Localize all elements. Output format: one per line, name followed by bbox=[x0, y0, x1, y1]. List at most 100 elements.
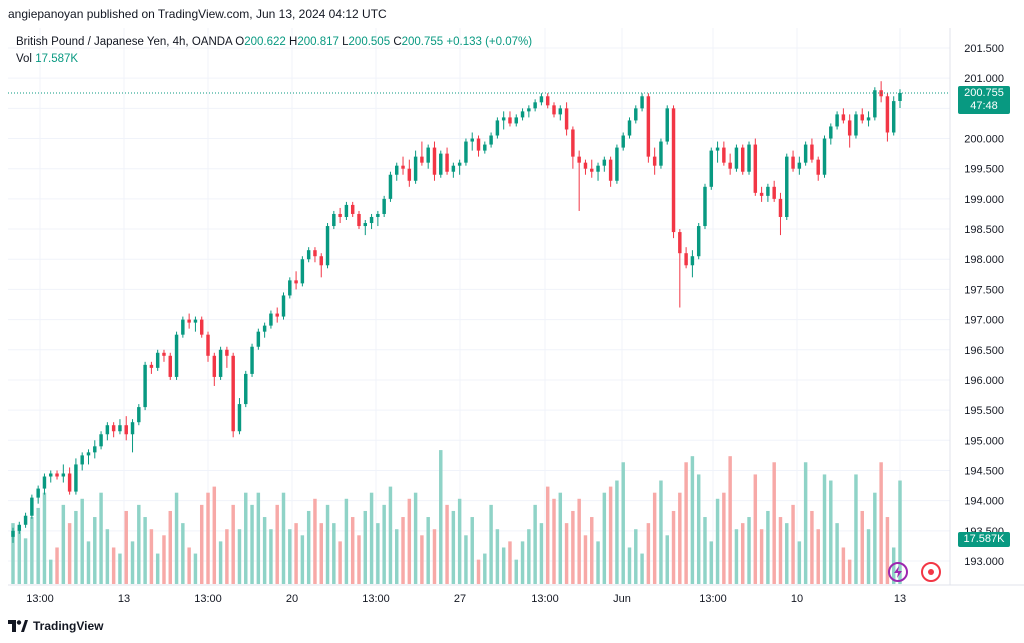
candle-body bbox=[187, 319, 191, 323]
volume-bar bbox=[61, 504, 66, 584]
price-axis[interactable]: 201.500201.000200.500200.000199.500199.0… bbox=[964, 43, 1004, 568]
close-label: C bbox=[393, 36, 402, 48]
volume-bar bbox=[715, 498, 720, 584]
volume-bar bbox=[218, 541, 223, 584]
volume-bar bbox=[539, 523, 544, 584]
volume-bar bbox=[212, 486, 217, 584]
candle-body bbox=[822, 138, 827, 175]
volume-bar bbox=[306, 510, 311, 584]
candle-body bbox=[237, 404, 242, 432]
volume-bar bbox=[250, 504, 254, 584]
candle-body bbox=[640, 96, 644, 109]
price-tick-label: 197.500 bbox=[964, 284, 1004, 296]
symbol-name[interactable]: British Pound / Japanese Yen, 4h, OANDA bbox=[16, 36, 233, 48]
volume-bar bbox=[640, 553, 644, 584]
candle-body bbox=[772, 186, 776, 199]
candle-body bbox=[350, 204, 355, 214]
candle-body bbox=[703, 186, 707, 227]
volume-bar bbox=[659, 480, 663, 584]
candle-body bbox=[426, 147, 430, 163]
volume-bar bbox=[363, 510, 368, 584]
volume-bar bbox=[137, 504, 141, 584]
candle-body bbox=[281, 295, 286, 317]
volume-bar bbox=[527, 529, 531, 584]
volume-bar bbox=[300, 535, 305, 584]
candle-body bbox=[80, 455, 84, 465]
time-axis[interactable]: 13:00 13 13:00 20 13:00 27 13:00 Jun 13:00 10 13 bbox=[26, 593, 906, 605]
volume-bar bbox=[439, 450, 443, 584]
time-tick-label: 13:00 bbox=[194, 593, 222, 605]
volume-bar bbox=[678, 492, 682, 584]
volume-bar bbox=[23, 538, 28, 584]
time-tick-label: 20 bbox=[286, 593, 298, 605]
volume-bar bbox=[445, 504, 449, 584]
publisher-line: angiepanoyan published on TradingView.co… bbox=[8, 7, 387, 21]
candle-body bbox=[885, 96, 890, 133]
lightning-icon[interactable] bbox=[888, 562, 908, 582]
candle-body bbox=[728, 162, 732, 169]
volume-bar bbox=[332, 523, 336, 584]
candle-body bbox=[615, 147, 619, 181]
candle-body bbox=[816, 159, 820, 175]
volume-bar bbox=[866, 529, 871, 584]
price-candles bbox=[11, 81, 902, 543]
volume-bars bbox=[11, 450, 902, 584]
candle-body bbox=[294, 280, 298, 284]
candle-body bbox=[105, 425, 110, 435]
volume-bar bbox=[709, 541, 714, 584]
candle-body bbox=[143, 364, 147, 408]
volume-bar bbox=[42, 492, 47, 584]
volume-bar bbox=[206, 492, 210, 584]
volume-bar bbox=[684, 462, 688, 584]
candle-body bbox=[709, 150, 714, 187]
footer-brand[interactable]: TradingView bbox=[8, 619, 103, 633]
volume-bar bbox=[508, 541, 512, 584]
candle-body bbox=[571, 129, 575, 157]
candle-body bbox=[520, 111, 525, 118]
volume-bar bbox=[753, 474, 758, 584]
candle-body bbox=[17, 524, 22, 531]
time-tick-label: 13:00 bbox=[699, 593, 727, 605]
volume-bar bbox=[665, 535, 669, 584]
volume-bar bbox=[288, 529, 292, 584]
candle-body bbox=[690, 256, 695, 266]
volume-bar bbox=[590, 517, 594, 584]
volume-bar bbox=[313, 498, 317, 584]
volume-bar bbox=[545, 486, 550, 584]
candle-body bbox=[181, 319, 185, 335]
volume-bar bbox=[571, 510, 575, 584]
candle-body bbox=[313, 250, 317, 257]
time-tick-label: 13:00 bbox=[26, 593, 54, 605]
candle-body bbox=[244, 373, 248, 405]
candle-body bbox=[696, 226, 701, 257]
candle-body bbox=[753, 144, 758, 193]
candle-body bbox=[67, 473, 72, 492]
candle-body bbox=[829, 126, 833, 139]
price-tick-label: 197.000 bbox=[964, 315, 1004, 327]
volume-bar bbox=[885, 517, 890, 584]
candle-body bbox=[36, 488, 40, 498]
volume-bar bbox=[67, 523, 72, 584]
price-tick-label: 194.500 bbox=[964, 465, 1004, 477]
volume-bar bbox=[74, 510, 78, 584]
candle-body bbox=[23, 515, 28, 525]
candle-body bbox=[476, 138, 481, 151]
price-tick-label: 199.500 bbox=[964, 164, 1004, 176]
volume-bar bbox=[772, 462, 776, 584]
volume-bar bbox=[741, 523, 745, 584]
record-icon[interactable] bbox=[921, 562, 941, 582]
candle-body bbox=[262, 325, 267, 332]
candle-body bbox=[256, 331, 261, 347]
volume-bar bbox=[785, 523, 789, 584]
candle-body bbox=[395, 165, 399, 175]
volume-bar bbox=[225, 529, 229, 584]
candle-body bbox=[552, 105, 556, 115]
volume-bar bbox=[734, 529, 739, 584]
volume-bar bbox=[357, 535, 361, 584]
high-label: H bbox=[289, 36, 298, 48]
open-label: O bbox=[235, 36, 245, 48]
volume-bar bbox=[759, 529, 764, 584]
candle-body bbox=[803, 144, 808, 163]
candle-body bbox=[206, 334, 210, 356]
